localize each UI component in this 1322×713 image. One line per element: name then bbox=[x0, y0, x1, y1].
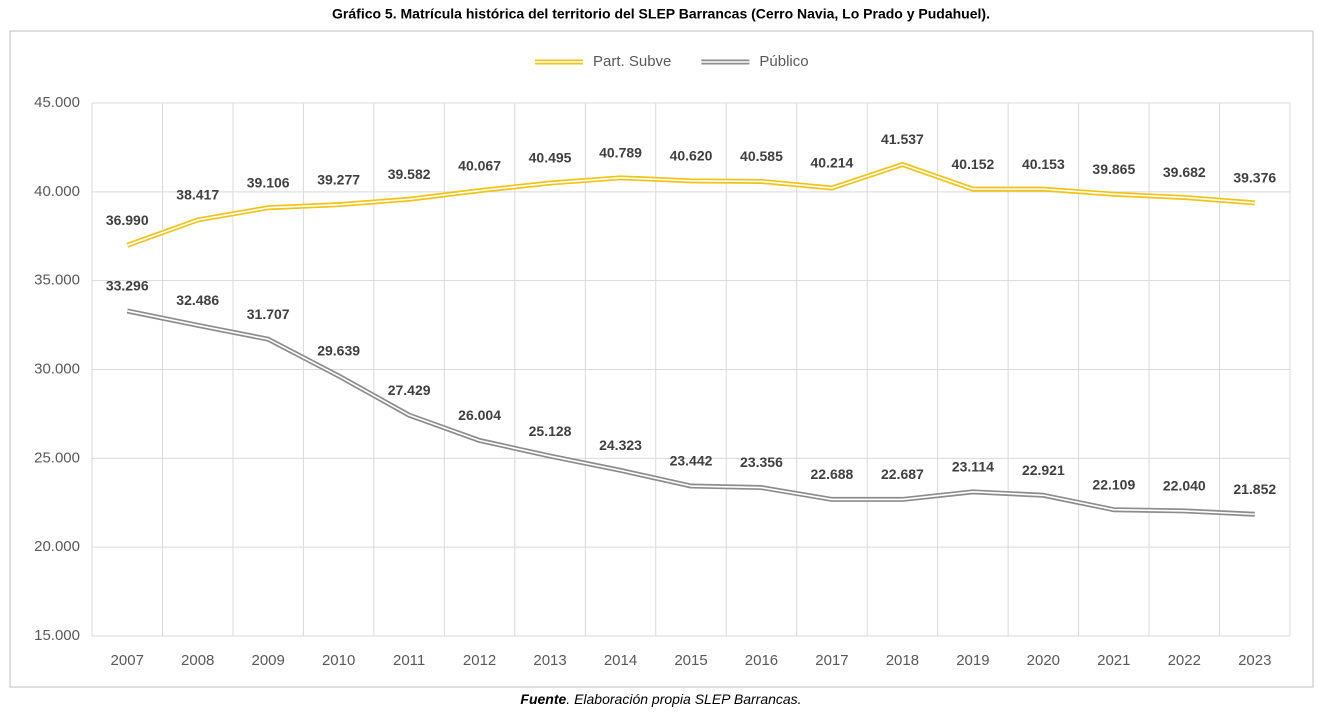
x-tick-label: 2015 bbox=[674, 652, 707, 669]
y-tick-label: 25.000 bbox=[34, 449, 80, 466]
data-label: 22.921 bbox=[1022, 462, 1065, 478]
legend-label: Público bbox=[759, 53, 808, 70]
x-tick-label: 2014 bbox=[604, 652, 637, 669]
x-tick-label: 2011 bbox=[393, 652, 425, 669]
data-label: 22.687 bbox=[881, 466, 924, 482]
data-label: 40.789 bbox=[599, 145, 642, 161]
x-tick-label: 2009 bbox=[251, 652, 284, 669]
y-tick-label: 30.000 bbox=[34, 360, 80, 377]
source-note: Fuente. Elaboración propia SLEP Barranca… bbox=[520, 691, 801, 707]
x-tick-label: 2023 bbox=[1238, 652, 1271, 669]
x-tick-label: 2021 bbox=[1097, 652, 1130, 669]
x-tick-label: 2022 bbox=[1168, 652, 1201, 669]
data-label: 40.067 bbox=[458, 157, 501, 173]
x-tick-label: 2016 bbox=[745, 652, 778, 669]
y-tick-label: 45.000 bbox=[34, 94, 80, 111]
data-label: 29.639 bbox=[317, 343, 360, 359]
data-label: 26.004 bbox=[458, 407, 501, 423]
x-tick-label: 2012 bbox=[463, 652, 496, 669]
x-tick-label: 2020 bbox=[1027, 652, 1060, 669]
chart-title: Gráfico 5. Matrícula histórica del terri… bbox=[332, 6, 990, 22]
data-label: 40.153 bbox=[1022, 156, 1065, 172]
y-tick-label: 40.000 bbox=[34, 183, 80, 200]
data-label: 32.486 bbox=[176, 292, 219, 308]
data-label: 23.356 bbox=[740, 454, 783, 470]
data-label: 24.323 bbox=[599, 437, 642, 453]
data-label: 40.585 bbox=[740, 148, 783, 164]
data-label: 23.114 bbox=[952, 459, 994, 475]
x-tick-label: 2017 bbox=[815, 652, 848, 669]
data-label: 22.109 bbox=[1092, 476, 1135, 492]
data-label: 22.040 bbox=[1163, 478, 1206, 494]
x-tick-label: 2010 bbox=[322, 652, 355, 669]
data-label: 39.865 bbox=[1092, 161, 1135, 177]
source-label: Fuente bbox=[520, 691, 566, 707]
data-label: 33.296 bbox=[106, 278, 149, 294]
chart-frame bbox=[9, 30, 1314, 688]
data-label: 31.707 bbox=[247, 306, 290, 322]
data-label: 39.682 bbox=[1163, 164, 1206, 180]
y-tick-label: 35.000 bbox=[34, 272, 80, 289]
data-label: 36.990 bbox=[106, 212, 149, 228]
data-label: 27.429 bbox=[388, 382, 431, 398]
data-label: 39.376 bbox=[1233, 170, 1276, 186]
x-tick-label: 2013 bbox=[533, 652, 566, 669]
data-label: 38.417 bbox=[176, 187, 219, 203]
series-line-inner bbox=[126, 163, 1255, 247]
data-label: 40.620 bbox=[670, 148, 713, 164]
series-line-inner bbox=[127, 310, 1255, 516]
source-text: . Elaboración propia SLEP Barrancas. bbox=[566, 691, 801, 707]
y-tick-label: 20.000 bbox=[34, 538, 80, 555]
data-label: 40.495 bbox=[529, 150, 572, 166]
data-label: 41.537 bbox=[881, 131, 924, 147]
data-label: 25.128 bbox=[529, 423, 572, 439]
data-label: 40.214 bbox=[811, 155, 854, 171]
legend-label: Part. Subve bbox=[593, 53, 671, 70]
x-tick-label: 2019 bbox=[956, 652, 989, 669]
data-label: 21.852 bbox=[1233, 481, 1276, 497]
x-tick-label: 2008 bbox=[181, 652, 214, 669]
y-tick-label: 15.000 bbox=[34, 627, 80, 644]
data-label: 40.152 bbox=[951, 156, 994, 172]
x-tick-label: 2007 bbox=[111, 652, 144, 669]
data-label: 39.582 bbox=[388, 166, 431, 182]
data-label: 22.688 bbox=[811, 466, 854, 482]
data-label: 23.442 bbox=[670, 453, 713, 469]
data-label: 39.277 bbox=[317, 171, 360, 187]
x-tick-label: 2018 bbox=[886, 652, 919, 669]
data-label: 39.106 bbox=[247, 174, 290, 190]
